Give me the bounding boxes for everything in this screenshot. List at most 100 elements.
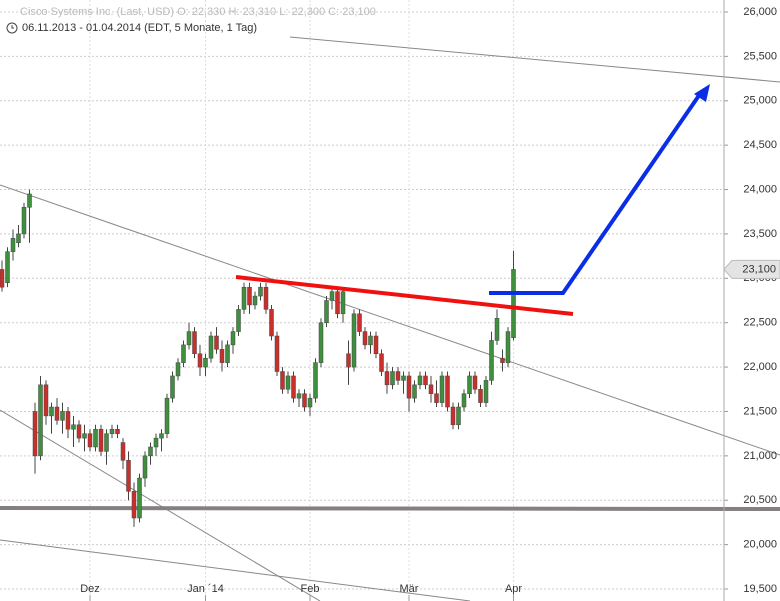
candle-body bbox=[511, 269, 516, 339]
candle-body bbox=[291, 375, 296, 399]
candle-body bbox=[494, 318, 500, 341]
candle-body bbox=[164, 397, 170, 434]
clock-hand bbox=[11, 25, 14, 29]
y-tick-label: 24,500 bbox=[743, 139, 777, 151]
candle-body bbox=[71, 424, 76, 430]
candle-body bbox=[93, 428, 98, 448]
y-tick-label: 19,500 bbox=[743, 583, 777, 595]
candle-body bbox=[126, 460, 131, 492]
candle-body bbox=[109, 428, 115, 434]
candle-body bbox=[318, 322, 324, 363]
candle-body bbox=[412, 384, 417, 399]
trend-line bbox=[0, 184, 780, 456]
candle-body bbox=[49, 406, 54, 417]
y-tick-label: 21,000 bbox=[743, 450, 777, 462]
candle-body bbox=[65, 411, 71, 430]
chart-title: Cisco Systems Inc. (Last, USD) O: 22,330… bbox=[20, 6, 376, 18]
header: Cisco Systems Inc. (Last, USD) O: 22,330… bbox=[6, 6, 376, 34]
trend-line bbox=[0, 539, 471, 601]
candle-body bbox=[76, 424, 82, 439]
y-axis: 19,500 20,000 20,500 21,000 21,500 22,000 22,5… bbox=[80, 0, 780, 601]
candle-body bbox=[368, 335, 373, 346]
candle-body bbox=[87, 433, 93, 448]
candle-body bbox=[434, 393, 439, 403]
candle-body bbox=[346, 353, 351, 368]
candle-body bbox=[461, 393, 467, 408]
candle-body bbox=[10, 238, 16, 252]
candle-body bbox=[236, 309, 241, 332]
candle-body bbox=[357, 313, 362, 332]
y-tick-label: 23,500 bbox=[743, 228, 777, 240]
candle-body bbox=[472, 375, 478, 390]
candle-body bbox=[32, 411, 38, 457]
candle-body bbox=[456, 406, 461, 426]
candle-body bbox=[219, 349, 225, 363]
support-line bbox=[0, 506, 780, 511]
candle-body bbox=[192, 331, 197, 355]
candle-body bbox=[43, 384, 49, 417]
candle-body bbox=[54, 406, 60, 421]
candle-body bbox=[302, 393, 307, 408]
candle-body bbox=[148, 446, 153, 457]
candle-body bbox=[21, 207, 27, 235]
y-tick-label: 21,500 bbox=[743, 405, 777, 417]
candle-body bbox=[269, 309, 274, 337]
candle-body bbox=[38, 384, 43, 457]
candle-body bbox=[351, 313, 357, 368]
candle-body bbox=[131, 491, 137, 519]
candle-body bbox=[329, 291, 335, 301]
x-tick-label: Apr bbox=[505, 583, 522, 595]
candle-body bbox=[208, 335, 214, 359]
candle-body bbox=[203, 357, 208, 368]
candle-body bbox=[181, 344, 186, 363]
trend-line bbox=[289, 36, 780, 83]
candle-body bbox=[263, 286, 269, 310]
candle-body bbox=[450, 406, 456, 426]
candle-body bbox=[60, 411, 65, 421]
candle-body bbox=[428, 384, 434, 394]
x-tick-label: Jan ´14 bbox=[187, 583, 224, 595]
candle-body bbox=[390, 371, 395, 386]
x-tick-label: Mär bbox=[400, 583, 419, 595]
candle-body bbox=[340, 291, 346, 315]
candle-body bbox=[362, 331, 368, 346]
candle-body bbox=[313, 362, 318, 399]
candle-body bbox=[137, 477, 142, 519]
candle-body bbox=[307, 397, 313, 408]
candle-body bbox=[395, 371, 401, 381]
candle-body bbox=[159, 433, 164, 439]
candle-body bbox=[98, 428, 104, 452]
candle-body bbox=[417, 375, 423, 386]
y-tick-label: 25,500 bbox=[743, 50, 777, 62]
x-tick-label: Dez bbox=[80, 583, 100, 595]
y-tick-label: 20,000 bbox=[743, 539, 777, 551]
candle-body bbox=[439, 375, 445, 403]
last-price-label: 23,100 bbox=[742, 263, 776, 275]
candle-body bbox=[5, 251, 10, 283]
trend-line bbox=[0, 409, 321, 601]
candle-body bbox=[247, 286, 252, 306]
candle-body bbox=[406, 375, 412, 399]
candle-body bbox=[285, 375, 291, 390]
candle-body bbox=[335, 291, 340, 315]
candle-body bbox=[423, 375, 428, 386]
candle-body bbox=[379, 353, 384, 372]
candle-body bbox=[500, 357, 505, 363]
candle-body bbox=[175, 362, 181, 377]
arrow-head bbox=[694, 84, 710, 102]
chart-subtitle: 06.11.2013 - 01.04.2014 (EDT, 5 Monate, … bbox=[22, 22, 257, 34]
candle-body bbox=[489, 340, 494, 381]
candle-body bbox=[170, 375, 175, 399]
candle-body bbox=[82, 433, 87, 439]
candle-body bbox=[505, 331, 511, 363]
candle-body bbox=[401, 375, 406, 381]
candle-body bbox=[280, 371, 285, 390]
candle-body bbox=[384, 371, 390, 386]
candle-body bbox=[467, 375, 472, 394]
candle-body bbox=[27, 193, 32, 208]
last-price-tag bbox=[723, 259, 780, 279]
candle-body bbox=[241, 286, 247, 310]
candle-body bbox=[230, 331, 236, 346]
candle-body bbox=[120, 442, 126, 461]
